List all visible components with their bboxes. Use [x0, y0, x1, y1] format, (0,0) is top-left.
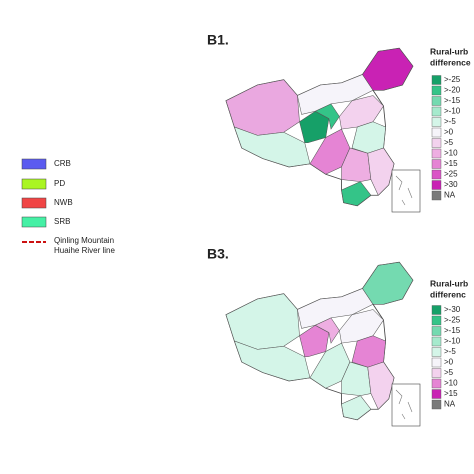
province: [297, 74, 374, 115]
scale-swatch: [431, 399, 442, 410]
scale-swatch: [431, 315, 442, 326]
scale-label: >5: [444, 138, 454, 147]
scale-swatch: [431, 75, 442, 85]
scale-label: >-20: [444, 86, 461, 95]
inset-islands: [395, 175, 413, 206]
scale-swatch: [431, 180, 442, 190]
scale-label: >-15: [444, 326, 461, 335]
province: [341, 395, 372, 421]
scale-swatch: [431, 169, 442, 180]
scale-label: >15: [444, 159, 458, 168]
province: [367, 361, 395, 410]
scale-label: >30: [444, 180, 458, 189]
maps: B1.Rural-urbdifference>-25>-20>-15>-10>-…: [207, 32, 471, 427]
scale-swatch: [431, 347, 442, 357]
scale-swatch: [431, 326, 442, 336]
scale-swatch: [431, 357, 442, 368]
scale-label: >-30: [444, 305, 461, 314]
scale-label: >-5: [444, 347, 456, 356]
scale-label: >-25: [444, 75, 461, 84]
scale-swatch: [431, 305, 442, 315]
legend-title: difference: [430, 57, 471, 67]
legend-swatch: [21, 158, 47, 170]
scale-swatch: [431, 117, 442, 127]
scale-swatch: [431, 389, 442, 399]
legend-label: SRB: [54, 217, 70, 226]
scale-swatch: [431, 190, 442, 201]
legend-label: Huaihe River line: [54, 246, 115, 255]
scale-swatch: [431, 148, 442, 159]
province: [341, 181, 372, 207]
scale-label: >15: [444, 389, 458, 398]
province: [314, 103, 340, 130]
legend-label: PD: [54, 179, 65, 188]
province: [314, 317, 340, 344]
legend-label: Qinling Mountain: [54, 236, 114, 245]
province: [225, 79, 300, 136]
province: [362, 47, 414, 91]
scale-label: >-25: [444, 316, 461, 325]
scale-swatch: [431, 368, 442, 378]
province: [339, 309, 384, 344]
legend-label: CRB: [54, 159, 71, 168]
scale-label: >0: [444, 128, 454, 137]
scale-label: NA: [444, 400, 456, 409]
scale-label: >-5: [444, 117, 456, 126]
scale-swatch: [431, 96, 442, 106]
province: [339, 95, 384, 130]
scale-label: NA: [444, 191, 456, 200]
scale-swatch: [431, 106, 442, 117]
legend-label: NWB: [54, 198, 73, 207]
legend-swatch: [21, 216, 47, 228]
province: [297, 288, 374, 329]
scale-swatch: [431, 138, 442, 148]
china-map: [225, 47, 414, 207]
china-map: [225, 261, 414, 421]
scale-label: >-10: [444, 337, 461, 346]
scale-swatch: [431, 336, 442, 347]
panel-label: B3.: [207, 246, 229, 262]
scale-label: >10: [444, 149, 458, 158]
scale-swatch: [431, 127, 442, 138]
scale-label: >0: [444, 358, 454, 367]
legend-title: differenc: [430, 289, 466, 299]
scale-label: >5: [444, 368, 454, 377]
inset-islands: [395, 389, 413, 420]
scale-swatch: [431, 85, 442, 96]
province: [362, 261, 414, 305]
legend-title: Rural-urb: [430, 278, 468, 288]
panel-label: B1.: [207, 32, 229, 48]
province: [225, 293, 300, 350]
scale-swatch: [431, 159, 442, 169]
scale-label: >-15: [444, 96, 461, 105]
scale-swatch: [431, 378, 442, 389]
legend-title: Rural-urb: [430, 46, 468, 56]
province: [367, 147, 395, 196]
scale-label: >-10: [444, 107, 461, 116]
legend-swatch: [21, 197, 47, 209]
scale-label: >10: [444, 379, 458, 388]
legend-swatch: [21, 178, 47, 190]
scale-label: >25: [444, 170, 458, 179]
